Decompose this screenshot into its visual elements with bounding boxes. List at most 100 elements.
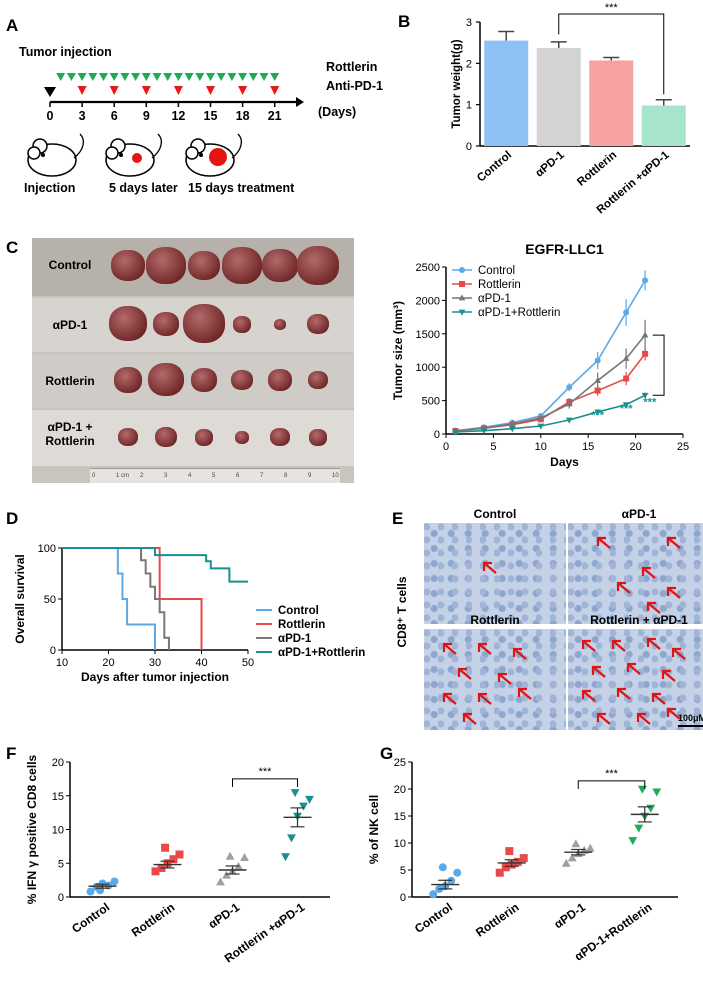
timeline-tick-label: 18 [236,109,250,123]
mouse-icon-5-days [105,133,163,177]
rottlerin-dose-marker [259,73,269,81]
x-tick-label: 50 [242,657,254,669]
rottlerin-dose-marker [88,73,98,81]
legend-label: αPD-1 [478,293,511,305]
y-axis-label: Tumor weight(g) [451,39,463,128]
ruler-tick-label: 5 [212,473,216,479]
ruler-tick-label: 7 [260,473,264,479]
data-point [642,277,649,284]
red-arrow-icon [596,536,611,549]
tumor-sample [148,363,184,397]
timeline-tick-label: 9 [143,109,150,123]
ihc-arrow-layer: 100μM [581,637,703,727]
y-tick-label: 3 [466,17,472,29]
tumor-injection-label: Tumor injection [19,45,112,59]
data-point [281,853,290,862]
category-label: Control [69,900,112,936]
data-point [537,414,545,421]
photo-row-label: Control [48,258,92,272]
data-point [567,853,577,862]
tumor-photo: Control αPD-1 Rottlerin αPD-1 + Rottlerin 0 1… [32,238,354,483]
data-point [151,867,160,876]
y-tick-label: 0 [400,892,406,904]
timeline-tick-label: 12 [171,109,185,123]
tumor-sample [270,428,290,447]
red-arrow-icon [591,665,606,678]
red-arrow-icon [651,692,666,705]
significance-label: *** [259,766,273,778]
survival-curve [62,547,248,583]
significance-label: *** [605,768,619,780]
panel-label-g: G [380,744,394,763]
data-point [594,387,601,394]
rottlerin-dose-marker [131,73,141,81]
ihc-image: 100μM [568,629,703,730]
tumor-sample [222,247,262,284]
y-tick-label: 15 [394,811,406,823]
survival-chart: 0 50 100 10 20 30 40 50 Days after tumor injecti… [13,543,365,684]
anti-pd1-dose-marker [77,86,87,95]
timeline-tick-label: 3 [79,109,86,123]
photo-row [32,410,354,466]
y-tick-label: 5 [400,865,406,877]
y-tick-label: 0 [50,645,56,657]
legend-label: αPD-1+Rottlerin [478,307,560,319]
ruler-tick-label: 1 cm [116,473,130,479]
ruler-tick-label: 6 [236,473,240,479]
tumor-sample [235,431,249,444]
ihc-image [424,629,566,730]
significance-bracket [577,780,646,789]
ruler-tick-label: 3 [164,473,168,479]
y-tick-label: 2000 [416,295,440,307]
legend-marker [459,267,465,273]
data-point [561,858,571,867]
ruler: 0 1 cm 2 3 4 5 6 7 8 9 10 [90,468,340,483]
y-tick-label: 50 [44,594,56,606]
tumor-sample [262,249,298,283]
data-point [287,834,296,843]
y-tick-label: 1500 [416,329,440,341]
data-point [452,429,459,436]
data-point [519,854,528,863]
legend-label: Control [278,605,319,617]
rottlerin-dose-markers [56,73,280,81]
data-point [622,402,630,409]
data-point [513,857,522,866]
x-tick-label: 15 [582,441,594,453]
rottlerin-dose-marker [66,73,76,81]
ihc-arrow-layer [596,536,681,614]
data-point [161,843,170,852]
x-axis-label: Days after tumor injection [81,670,229,684]
data-point [637,785,647,794]
data-point [652,788,662,797]
legend-label: αPD-1 [278,633,312,645]
category-label: Rottlerin [473,900,521,940]
red-arrow-icon [596,712,611,725]
y-tick-label: 100 [38,543,56,555]
red-arrow-icon [616,687,631,700]
anti-pd1-schedule-label: Anti-PD-1 [326,79,383,93]
y-tick-label: 20 [52,757,64,769]
data-point [505,847,514,856]
data-point [509,420,516,427]
ihc-arrow-layer [442,642,532,725]
photo-row-label: Rottlerin [45,374,95,388]
legend-label: Control [478,265,515,277]
y-tick-label: 2500 [416,262,440,274]
data-point [453,868,462,877]
data-point [641,331,649,338]
x-tick-label: 30 [149,657,161,669]
category-label: Control [475,149,514,184]
panel-label-b: B [398,12,411,31]
days-unit-label: (Days) [318,105,356,119]
data-point [585,843,595,852]
ruler-tick-label: 8 [284,473,288,479]
significance-label: *** [605,2,619,14]
category-label: Control [412,900,455,936]
tumor-sample [155,427,177,448]
rottlerin-dose-marker [184,73,194,81]
tumor-sample [114,367,142,393]
red-arrow-icon [457,667,472,680]
ihc-image [568,523,703,624]
